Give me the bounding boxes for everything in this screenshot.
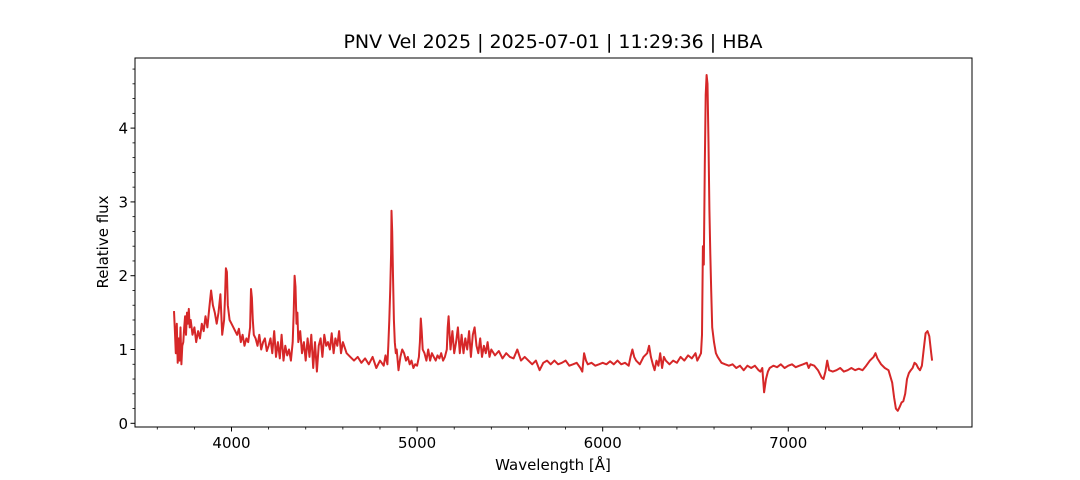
major-ticks	[130, 127, 789, 432]
x-tick-label: 7000	[769, 434, 807, 452]
y-tick-label: 3	[118, 193, 128, 211]
plot-area	[135, 58, 972, 427]
y-tick-label: 1	[118, 341, 128, 359]
chart-title: PNV Vel 2025 | 2025-07-01 | 11:29:36 | H…	[343, 31, 762, 53]
y-tick-label: 4	[118, 120, 128, 138]
x-tick-labels: 4000 5000 6000 7000	[212, 434, 807, 452]
y-tick-label: 0	[118, 415, 128, 433]
spectrum-line	[173, 74, 934, 412]
x-axis-label: Wavelength [Å]	[495, 455, 611, 474]
y-tick-labels: 0 1 2 3 4	[118, 120, 128, 433]
x-tick-label: 6000	[584, 434, 622, 452]
x-tick-label: 5000	[398, 434, 436, 452]
plot-frame	[134, 57, 973, 428]
series-layer	[173, 74, 934, 412]
y-tick-label: 2	[118, 267, 128, 285]
x-tick-label: 4000	[212, 434, 250, 452]
y-axis-label: Relative flux	[94, 195, 112, 288]
